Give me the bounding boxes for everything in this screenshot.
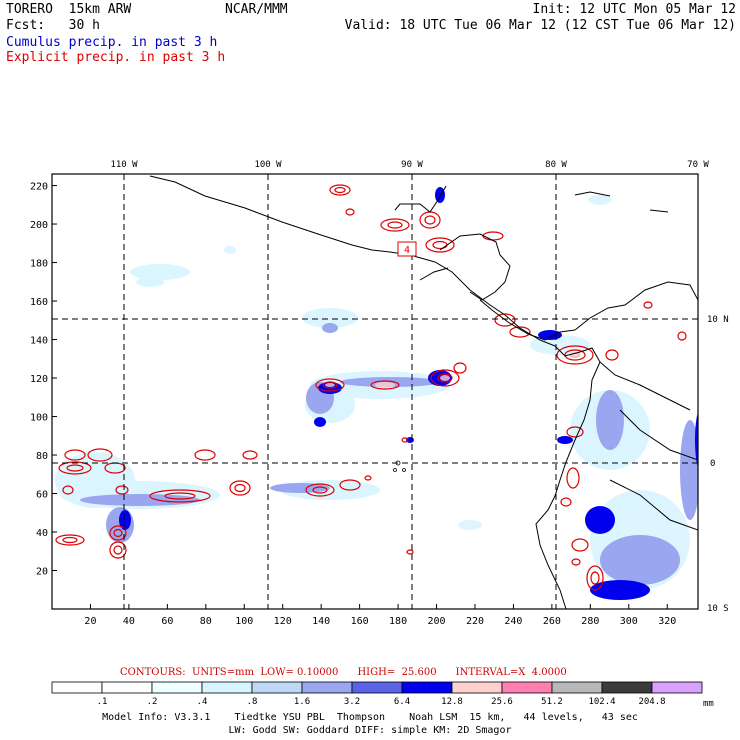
colorbar-swatch (51, 681, 103, 694)
cumulus-legend: Cumulus precip. in past 3 h (6, 35, 218, 50)
colorbar-level-label: 102.4 (588, 697, 615, 707)
model-info-line1: Model Info: V3.3.1 Tiedtke YSU PBL Thomp… (102, 712, 638, 723)
y-tick-label: 40 (36, 528, 48, 539)
y-tick-label: 80 (36, 451, 48, 462)
colorbar (51, 681, 703, 694)
x-tick-label: 220 (466, 616, 484, 627)
forecast-hour: Fcst: 30 h (6, 18, 100, 33)
model-info-line2: LW: Godd SW: Goddard DIFF: simple KM: 2D… (228, 725, 512, 736)
x-tick-label: 300 (620, 616, 638, 627)
lon-label-90w: 90 W (401, 160, 423, 170)
x-tick-label: 280 (581, 616, 599, 627)
y-tick-label: 20 (36, 567, 48, 578)
colorbar-swatch (401, 681, 453, 694)
x-tick-label: 260 (543, 616, 561, 627)
y-tick-label: 100 (30, 413, 48, 424)
colorbar-swatch (101, 681, 153, 694)
x-tick-label: 240 (504, 616, 522, 627)
colorbar-level-label: .8 (247, 697, 258, 707)
lon-label-110w: 110 W (110, 160, 138, 170)
x-tick-label: 140 (312, 616, 330, 627)
colorbar-level-label: .2 (147, 697, 158, 707)
colorbar-swatch (651, 681, 703, 694)
x-tick-label: 20 (84, 616, 96, 627)
colorbar-swatch (351, 681, 403, 694)
lon-label-70w: 70 W (687, 160, 709, 170)
lon-label-100w: 100 W (254, 160, 282, 170)
explicit-legend: Explicit precip. in past 3 h (6, 50, 226, 65)
colorbar-swatch (551, 681, 603, 694)
colorbar-level-label: 3.2 (344, 697, 360, 707)
colorbar-swatch (301, 681, 353, 694)
colorbar-level-label: 51.2 (541, 697, 563, 707)
precip-field (52, 174, 698, 609)
contour-label-box (397, 241, 417, 257)
y-axis-labels: 20 40 60 80 100 120 140 160 180 200 220 (30, 182, 48, 578)
lat-label-0: 0 (710, 459, 715, 469)
colorbar-swatch (451, 681, 503, 694)
colorbar-level-label: .1 (97, 697, 108, 707)
colorbar-level-label: .4 (197, 697, 208, 707)
colorbar-unit: mm (703, 699, 714, 709)
plot-frame (51, 173, 699, 610)
x-tick-label: 80 (200, 616, 212, 627)
colorbar-labels: .1 .2 .4 .8 1.6 3.2 6.4 12.8 25.6 51.2 102.4 204.8 (97, 697, 666, 707)
lat-label-10s: 10 S (707, 604, 729, 614)
x-tick-label: 40 (123, 616, 135, 627)
contour-info: CONTOURS: UNITS=mm LOW= 0.10000 HIGH= 25… (120, 667, 567, 678)
model-title: TORERO 15km ARW (6, 2, 132, 17)
init-time: Init: 12 UTC Mon 05 Mar 12 (532, 2, 737, 17)
colorbar-level-label: 12.8 (441, 697, 463, 707)
colorbar-swatch (251, 681, 303, 694)
x-tick-label: 100 (235, 616, 253, 627)
colorbar-swatch (501, 681, 553, 694)
axis-ticks (52, 185, 668, 609)
lon-label-80w: 80 W (545, 160, 567, 170)
org-label: NCAR/MMM (225, 2, 288, 17)
colorbar-swatch (151, 681, 203, 694)
x-tick-label: 200 (427, 616, 445, 627)
colorbar-level-label: 6.4 (394, 697, 410, 707)
x-tick-label: 120 (274, 616, 292, 627)
y-tick-label: 60 (36, 490, 48, 501)
x-tick-label: 60 (161, 616, 173, 627)
valid-time: Valid: 18 UTC Tue 06 Mar 12 (12 CST Tue … (344, 18, 736, 33)
y-tick-label: 140 (30, 336, 48, 347)
x-tick-label: 180 (389, 616, 407, 627)
colorbar-level-label: 25.6 (491, 697, 513, 707)
contour-inline-label: 4 (404, 245, 410, 256)
y-tick-label: 120 (30, 374, 48, 385)
colorbar-swatch (601, 681, 653, 694)
y-tick-label: 160 (30, 297, 48, 308)
colorbar-level-label: 204.8 (638, 697, 665, 707)
x-tick-label: 160 (351, 616, 369, 627)
y-tick-label: 200 (30, 220, 48, 231)
y-tick-label: 180 (30, 259, 48, 270)
colorbar-level-label: 1.6 (294, 697, 310, 707)
colorbar-swatch (201, 681, 253, 694)
x-axis-labels: 20 40 60 80 100 120 140 160 180 200 220 240 260 280 30… (84, 616, 676, 627)
x-tick-label: 320 (658, 616, 676, 627)
y-tick-label: 220 (30, 182, 48, 193)
lat-label-10n: 10 N (707, 315, 729, 325)
